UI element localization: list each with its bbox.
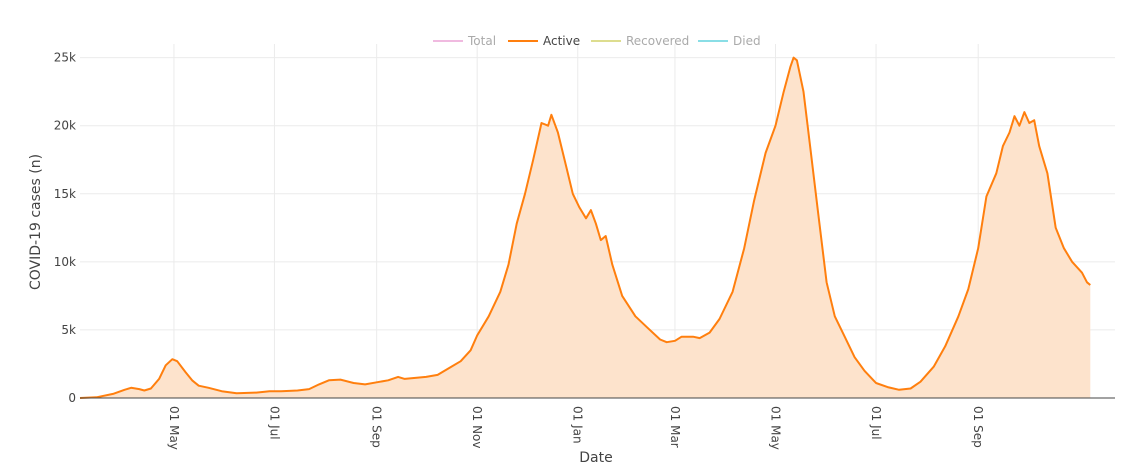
x-tick-label: 01 Mar: [668, 406, 682, 448]
legend-item-active[interactable]: Active: [508, 34, 580, 48]
y-tick-label: 15k: [54, 187, 76, 201]
x-tick-label: 01 May: [167, 406, 181, 450]
series-line-active[interactable]: [79, 56, 1091, 399]
legend-label: Died: [733, 34, 761, 48]
x-tick-label: 01 May: [768, 406, 782, 450]
y-tick-label: 10k: [54, 255, 76, 269]
legend-item-total[interactable]: Total: [433, 34, 496, 48]
legend-label: Recovered: [626, 34, 689, 48]
legend-item-recovered[interactable]: Recovered: [591, 34, 689, 48]
legend-label: Active: [543, 34, 580, 48]
x-tick-label: 01 Sep: [971, 406, 985, 448]
y-tick-label: 0: [68, 391, 76, 405]
x-axis-title: Date: [579, 450, 612, 466]
x-tick-label: 01 Jan: [571, 406, 585, 444]
legend-label: Total: [467, 34, 496, 48]
axis-layer: 0 5k 10k 15k 20k 25k 01 May 01 Jul 01 Sep 01 Nov 0…: [54, 51, 1115, 450]
x-tick-label: 01 Jul: [267, 406, 281, 440]
y-tick-label: 25k: [54, 51, 76, 65]
x-tick-label: 01 Sep: [370, 406, 384, 448]
series-area-active: [80, 57, 1091, 398]
x-tick-label: 01 Jul: [869, 406, 883, 440]
area-layer: [79, 56, 1091, 399]
y-tick-label: 5k: [61, 323, 76, 337]
y-axis-title: COVID-19 cases (n): [28, 154, 44, 290]
legend-item-died[interactable]: Died: [698, 34, 761, 48]
x-tick-label: 01 Nov: [470, 406, 484, 449]
legend[interactable]: Total Active Recovered Died: [433, 34, 761, 48]
y-tick-label: 20k: [54, 119, 76, 133]
